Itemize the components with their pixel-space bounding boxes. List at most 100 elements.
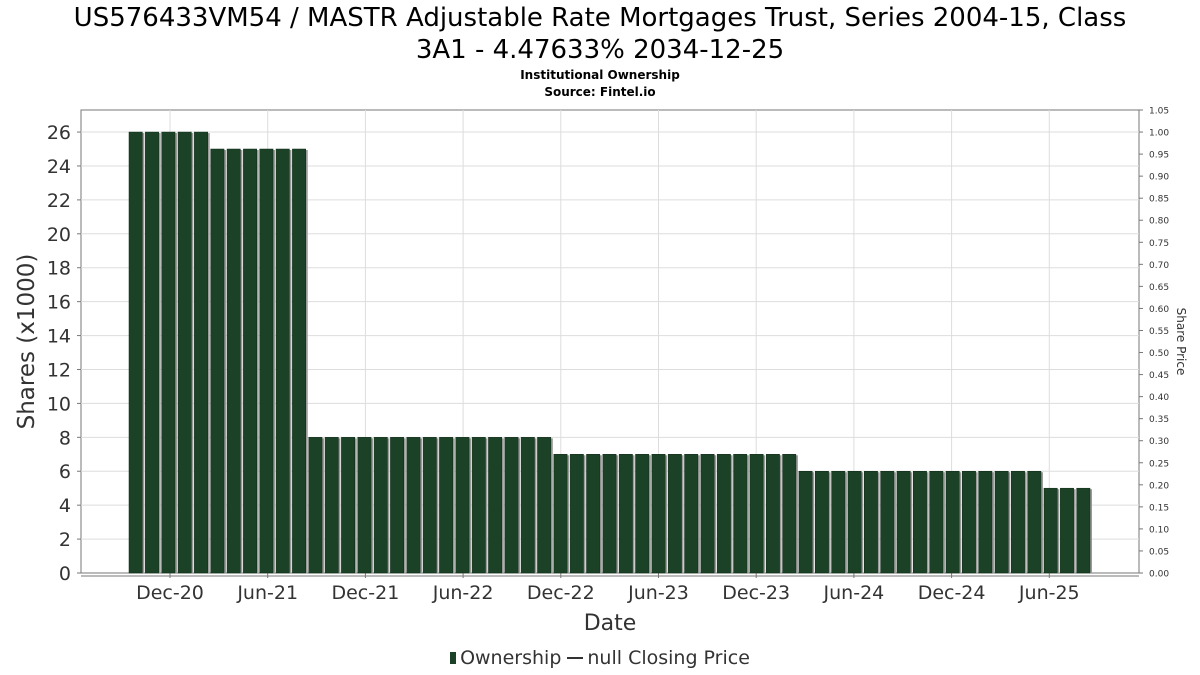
ownership-bar [962, 470, 976, 574]
ownership-bar [455, 437, 470, 574]
y-tick-label: 0 [59, 563, 71, 585]
x-tick-label: Dec-24 [918, 582, 986, 604]
x-tick-label: Jun-24 [823, 582, 885, 604]
ownership-bar [292, 148, 306, 574]
y2-tick-label: 0.10 [1149, 525, 1169, 535]
ownership-bar [864, 470, 878, 574]
ownership-bar [765, 454, 780, 574]
ownership-bar [847, 470, 862, 574]
ownership-bar [226, 148, 241, 574]
ownership-bar [357, 437, 372, 574]
y-tick-label: 22 [47, 190, 71, 212]
y2-tick-label: 0.55 [1149, 327, 1169, 337]
ownership-bar [1027, 470, 1042, 574]
y2-tick-label: 0.15 [1149, 503, 1169, 513]
ownership-bar [716, 454, 731, 574]
chart-title-line-2: 3A1 - 4.47633% 2034-12-25 [415, 35, 785, 65]
x-tick-label: Dec-23 [722, 582, 790, 604]
y-tick-label: 14 [47, 326, 71, 348]
ownership-bar [782, 454, 797, 574]
x-tick-label: Dec-20 [136, 582, 204, 604]
y2-tick-label: 0.50 [1149, 349, 1169, 359]
ownership-bar [1076, 487, 1091, 574]
ownership-bar [275, 148, 290, 574]
y2-tick-label: 0.20 [1149, 481, 1169, 491]
ownership-bar [439, 437, 454, 574]
ownership-bar [880, 470, 895, 574]
y-tick-label: 20 [47, 224, 71, 246]
y2-tick-label: 0.90 [1149, 173, 1169, 183]
ownership-bar [994, 470, 1009, 574]
y-tick-label: 2 [59, 529, 71, 551]
ownership-bar [145, 131, 159, 574]
ownership-bar [520, 437, 535, 574]
ownership-bar [814, 470, 829, 574]
ownership-bar [161, 131, 176, 574]
y2-tick-label: 0.60 [1149, 305, 1169, 315]
ownership-bar [194, 131, 208, 574]
ownership-bar [635, 454, 650, 574]
ownership-legend-label: Ownership [460, 647, 562, 669]
ownership-legend-swatch [450, 652, 457, 664]
ownership-bar [471, 437, 486, 574]
ownership-bar [651, 454, 666, 574]
ownership-bar [700, 454, 715, 574]
y2-tick-label: 1.00 [1149, 129, 1169, 139]
ownership-bar [896, 470, 911, 574]
ownership-bar [324, 437, 339, 574]
y2-tick-label: 0.25 [1149, 459, 1169, 469]
y-axis-label: Shares (x1000) [14, 254, 40, 430]
ownership-bar [390, 437, 405, 574]
ownership-bar [553, 454, 568, 574]
ownership-bar [128, 131, 143, 574]
y-tick-label: 8 [59, 427, 71, 449]
ownership-bar [586, 454, 601, 574]
y-tick-label: 18 [47, 258, 71, 280]
y-tick-label: 12 [47, 359, 71, 381]
ownership-bar [259, 148, 274, 574]
ownership-bar [929, 470, 944, 574]
y-tick-label: 10 [47, 393, 71, 415]
y2-tick-label: 0.45 [1149, 371, 1169, 381]
chart-title-line-1: US576433VM54 / MASTR Adjustable Rate Mor… [73, 3, 1127, 33]
ownership-bar [618, 454, 633, 574]
y2-tick-label: 0.80 [1149, 217, 1169, 227]
ownership-bar [684, 454, 699, 574]
ownership-bar [308, 437, 323, 574]
ownership-bar [978, 470, 993, 574]
y2-tick-label: 0.85 [1149, 195, 1169, 205]
ownership-bar [945, 470, 960, 574]
ownership-bar [569, 454, 584, 574]
y-tick-label: 6 [59, 461, 71, 483]
y2-tick-label: 0.30 [1149, 437, 1169, 447]
y-tick-label: 16 [47, 292, 71, 314]
ownership-bar [798, 470, 813, 574]
y2-tick-label: 0.00 [1149, 570, 1169, 580]
ownership-bar [913, 470, 927, 574]
x-tick-label: Jun-21 [236, 582, 298, 604]
x-tick-label: Jun-22 [432, 582, 494, 604]
ownership-bar [1011, 470, 1025, 574]
y2-tick-label: 0.40 [1149, 393, 1169, 403]
y-tick-label: 4 [59, 495, 71, 517]
y2-tick-label: 0.05 [1149, 547, 1169, 557]
y2-tick-label: 1.05 [1149, 107, 1169, 117]
y-tick-label: 24 [47, 156, 71, 178]
y2-tick-label: 0.70 [1149, 261, 1169, 271]
y-tick-label: 26 [47, 122, 71, 144]
price-legend-line [567, 657, 584, 659]
x-tick-label: Jun-25 [1018, 582, 1080, 604]
ownership-bar [373, 437, 388, 574]
ownership-bar [422, 437, 437, 574]
ownership-bar [667, 454, 682, 574]
ownership-bar [749, 454, 764, 574]
price-legend-label: null Closing Price [587, 647, 750, 669]
x-axis-label: Date [584, 611, 637, 636]
y2-tick-label: 0.95 [1149, 151, 1169, 161]
ownership-bar [406, 437, 421, 574]
ownership-bar [488, 437, 503, 574]
y2-tick-label: 0.75 [1149, 239, 1169, 249]
chart-subtitle: Institutional Ownership [520, 68, 680, 82]
x-tick-label: Jun-23 [627, 582, 689, 604]
